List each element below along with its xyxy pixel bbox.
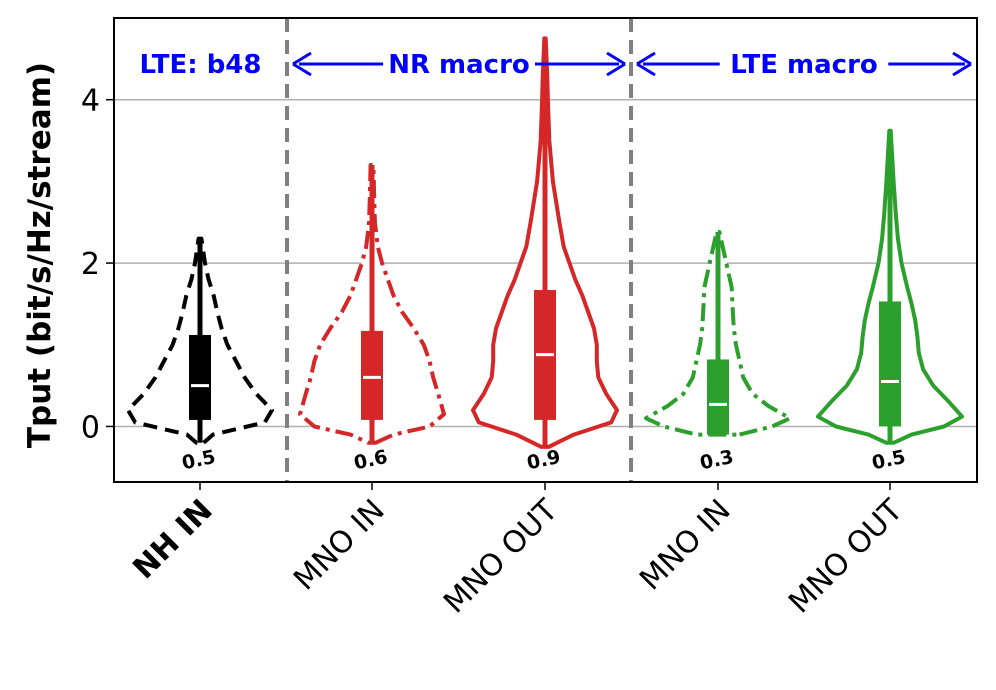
violin-iqr-box: [189, 334, 211, 420]
arrowhead-left: [636, 51, 656, 77]
y-tick-label: 4: [81, 84, 100, 119]
arrowhead-right: [952, 51, 972, 77]
violin-4: 0.5: [816, 128, 964, 475]
y-tick-label: 2: [81, 247, 100, 282]
y-tick-label: 0: [81, 410, 100, 445]
median-value-label: 0.5: [870, 446, 908, 475]
region-separators: [285, 18, 633, 482]
median-value-label: 0.5: [180, 446, 218, 475]
region-label: LTE macro: [730, 50, 878, 80]
violin-0: 0.5: [126, 236, 274, 475]
x-tick-label: NH IN: [126, 493, 219, 586]
x-tick-label: MNO IN: [287, 493, 391, 597]
y-axis-label: Tput (bit/s/Hz/stream): [22, 62, 58, 448]
violin-iqr-box: [879, 301, 901, 427]
y-axis-ticks: 0 2 4: [81, 84, 114, 445]
arrowhead-right: [606, 51, 626, 77]
x-axis-ticks: NH IN MNO IN MNO OUT MNO IN MNO OUT: [126, 482, 910, 620]
region-label: LTE: b48: [139, 50, 261, 80]
x-tick-label: MNO IN: [633, 493, 737, 597]
violin-2: 0.9: [471, 36, 619, 475]
violins: 0.5 0.6 0.9 0.3 0.5: [126, 36, 964, 475]
median-value-label: 0.9: [525, 446, 563, 475]
violin-3: 0.3: [644, 230, 792, 475]
region-label: NR macro: [388, 50, 530, 80]
x-tick-label: MNO OUT: [782, 492, 910, 620]
arrowhead-left: [292, 51, 312, 77]
violin-iqr-box: [361, 330, 383, 420]
violin-1: 0.6: [298, 163, 446, 475]
median-value-label: 0.6: [352, 446, 390, 475]
region-labels: LTE: b48 NR macro LTE macro: [139, 50, 972, 80]
x-tick-label: MNO OUT: [437, 492, 565, 620]
violin-iqr-box: [707, 359, 729, 435]
median-value-label: 0.3: [698, 446, 736, 475]
